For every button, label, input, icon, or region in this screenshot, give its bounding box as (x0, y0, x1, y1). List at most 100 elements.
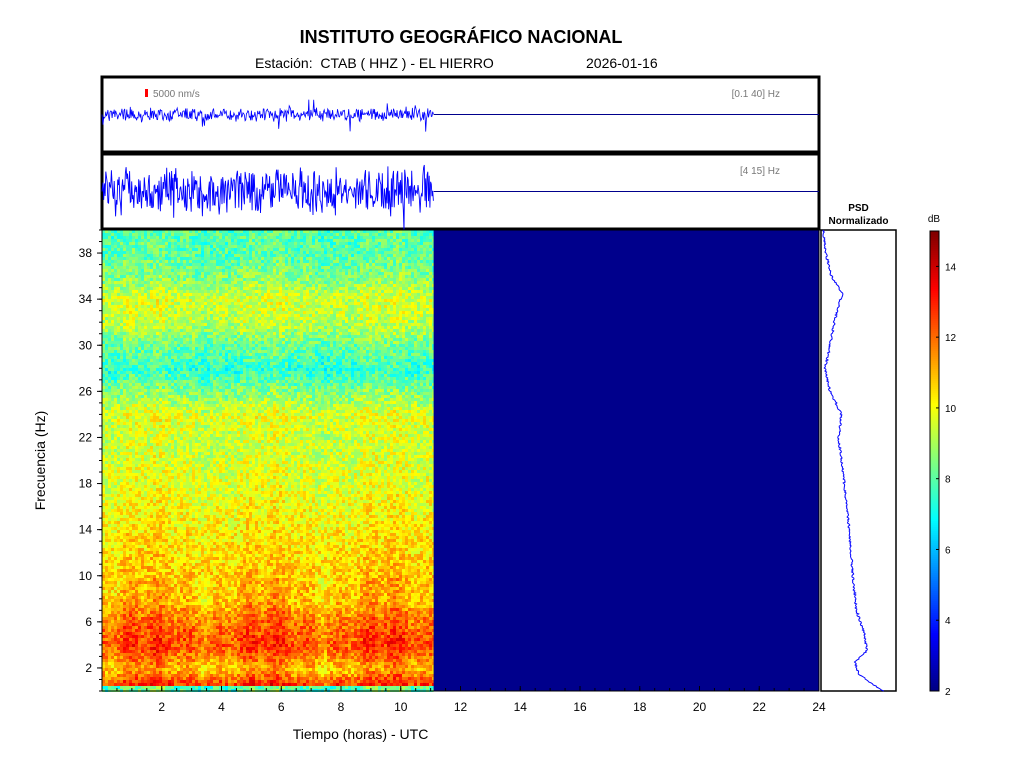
spectrogram-cell (357, 308, 360, 311)
spectrogram-cell (318, 236, 321, 239)
spectrogram-cell (120, 323, 123, 326)
spectrogram-cell (300, 251, 303, 254)
spectrogram-cell (165, 314, 168, 317)
spectrogram-cell (312, 248, 315, 251)
spectrogram-cell (258, 332, 261, 335)
spectrogram-cell (375, 323, 378, 326)
spectrogram-cell (315, 332, 318, 335)
spectrogram-cell (390, 248, 393, 251)
spectrogram-cell (285, 290, 288, 293)
spectrogram-cell (297, 293, 300, 296)
spectrogram-cell (363, 326, 366, 329)
spectrogram-cell (324, 326, 327, 329)
spectrogram-cell (141, 335, 144, 338)
spectrogram-cell (132, 329, 135, 332)
spectrogram-cell (342, 290, 345, 293)
spectrogram-cell (351, 308, 354, 311)
spectrogram-cell (372, 356, 375, 359)
spectrogram-cell (153, 272, 156, 275)
spectrogram-cell (267, 323, 270, 326)
spectrogram-cell (120, 290, 123, 293)
spectrogram-cell (171, 287, 174, 290)
spectrogram-cell (276, 347, 279, 350)
spectrogram-cell (105, 326, 108, 329)
spectrogram-cell (201, 323, 204, 326)
spectrogram-cell (429, 338, 432, 341)
spectrogram-cell (288, 362, 291, 365)
spectrogram-cell (402, 230, 405, 233)
spectrogram-cell (138, 305, 141, 308)
spectrogram-cell (321, 311, 324, 314)
spectrogram-cell (279, 278, 282, 281)
spectrogram-cell (261, 353, 264, 356)
spectrogram-cell (180, 287, 183, 290)
spectrogram-cell (336, 320, 339, 323)
spectrogram-cell (123, 350, 126, 353)
spectrogram-cell (219, 329, 222, 332)
spectrogram-cell (288, 353, 291, 356)
spectrogram-cell (144, 320, 147, 323)
spectrogram-cell (324, 239, 327, 242)
spectrogram-cell (297, 311, 300, 314)
spectrogram-cell (264, 359, 267, 362)
spectrogram-cell (252, 230, 255, 233)
spectrogram-cell (333, 323, 336, 326)
spectrogram-cell (150, 284, 153, 287)
spectrogram-cell (135, 347, 138, 350)
spectrogram-cell (300, 353, 303, 356)
spectrogram-cell (225, 299, 228, 302)
spectrogram-cell (276, 269, 279, 272)
spectrogram-cell (348, 287, 351, 290)
spectrogram-cell (114, 302, 117, 305)
spectrogram-cell (264, 335, 267, 338)
spectrogram-cell (384, 314, 387, 317)
spectrogram-cell (246, 353, 249, 356)
spectrogram-cell (393, 350, 396, 353)
spectrogram-cell (387, 359, 390, 362)
spectrogram-cell (183, 278, 186, 281)
spectrogram-cell (138, 248, 141, 251)
spectrogram-cell (153, 335, 156, 338)
spectrogram-cell (165, 233, 168, 236)
spectrogram-cell (267, 272, 270, 275)
spectrogram-cell (123, 302, 126, 305)
spectrogram-cell (180, 332, 183, 335)
spectrogram-cell (426, 326, 429, 329)
spectrogram-cell (363, 347, 366, 350)
spectrogram-cell (291, 323, 294, 326)
spectrogram-cell (141, 236, 144, 239)
spectrogram-cell (228, 326, 231, 329)
spectrogram-cell (387, 245, 390, 248)
spectrogram-cell (363, 293, 366, 296)
spectrogram-cell (240, 320, 243, 323)
spectrogram-cell (339, 281, 342, 284)
spectrogram-cell (297, 257, 300, 260)
spectrogram-cell (423, 263, 426, 266)
spectrogram-cell (213, 275, 216, 278)
spectrogram-cell (405, 299, 408, 302)
spectrogram-cell (282, 308, 285, 311)
spectrogram-cell (222, 296, 225, 299)
spectrogram-cell (165, 359, 168, 362)
spectrogram-cell (240, 338, 243, 341)
spectrogram-cell (429, 293, 432, 296)
spectrogram-cell (228, 257, 231, 260)
spectrogram-cell (264, 350, 267, 353)
spectrogram-cell (354, 353, 357, 356)
spectrogram-cell (414, 245, 417, 248)
spectrogram-cell (369, 305, 372, 308)
spectrogram-cell (276, 251, 279, 254)
spectrogram-cell (267, 302, 270, 305)
spectrogram-cell (240, 281, 243, 284)
spectrogram-cell (357, 362, 360, 365)
spectrogram-cell (300, 344, 303, 347)
spectrogram-cell (312, 269, 315, 272)
spectrogram-cell (279, 350, 282, 353)
spectrogram-cell (372, 302, 375, 305)
spectrogram-cell (417, 233, 420, 236)
spectrogram-cell (423, 338, 426, 341)
spectrogram-cell (114, 341, 117, 344)
spectrogram-cell (357, 236, 360, 239)
spectrogram-cell (264, 272, 267, 275)
spectrogram-cell (315, 344, 318, 347)
